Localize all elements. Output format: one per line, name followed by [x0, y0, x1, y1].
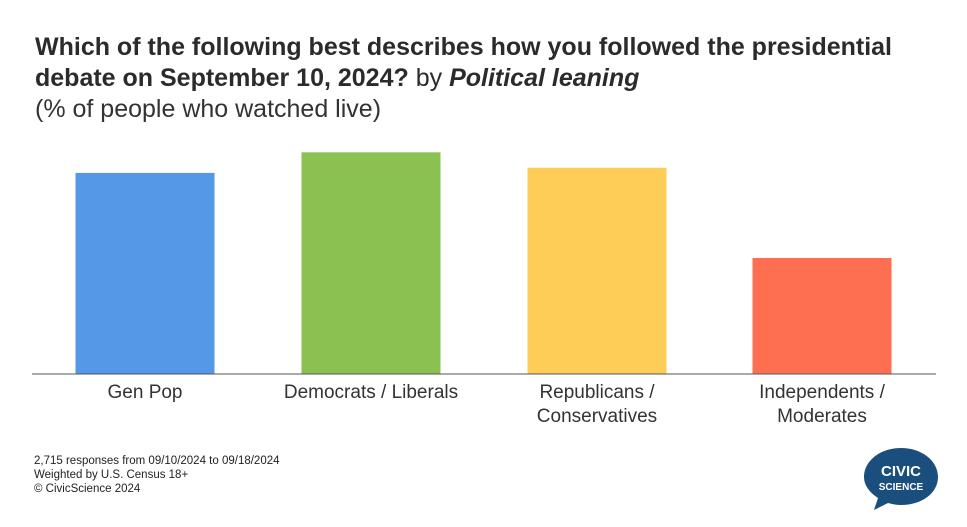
footnotes: 2,715 responses from 09/10/2024 to 09/18…	[34, 454, 280, 496]
title-grouping: Political leaning	[449, 64, 640, 92]
category-label-line: Gen Pop	[108, 382, 183, 403]
bars-group	[75, 152, 892, 374]
chart-title: Which of the following best describes ho…	[35, 32, 935, 125]
chart-subtitle: (% of people who watched live)	[35, 95, 382, 123]
category-label-0: Gen Pop	[108, 382, 183, 403]
category-label-2: Republicans / Conservatives	[537, 382, 657, 427]
logo-text-civic: CIVIC	[881, 463, 921, 480]
category-labels-group: Gen Pop Democrats / Liberals Republicans /…	[108, 382, 886, 427]
footnote-responses: 2,715 responses from 09/10/2024 to 09/18…	[34, 455, 280, 467]
category-label-line: Moderates	[777, 406, 867, 427]
category-label-line: Conservatives	[537, 406, 657, 427]
logo-text-science: SCIENCE	[879, 482, 924, 493]
civicscience-logo: CIVIC SCIENCE	[864, 448, 938, 510]
logo-speech-bubble	[864, 448, 938, 510]
footnote-weighting: Weighted by U.S. Census 18+	[34, 469, 189, 481]
bar-chart: Gen Pop Democrats / Liberals Republicans /…	[32, 152, 936, 427]
title-question: Which of the following best describes ho…	[35, 33, 893, 92]
category-label-line: Democrats / Liberals	[284, 382, 458, 403]
bar-1	[301, 152, 441, 374]
bar-0	[75, 172, 215, 374]
category-label-3: Independents / Moderates	[759, 382, 885, 427]
bar-3	[752, 258, 892, 374]
category-label-line: Republicans /	[539, 382, 655, 403]
category-label-1: Democrats / Liberals	[284, 382, 458, 403]
category-label-line: Independents /	[759, 382, 885, 403]
title-by: by	[415, 64, 443, 92]
footnote-copyright: © CivicScience 2024	[34, 483, 141, 495]
bar-2	[527, 167, 667, 374]
